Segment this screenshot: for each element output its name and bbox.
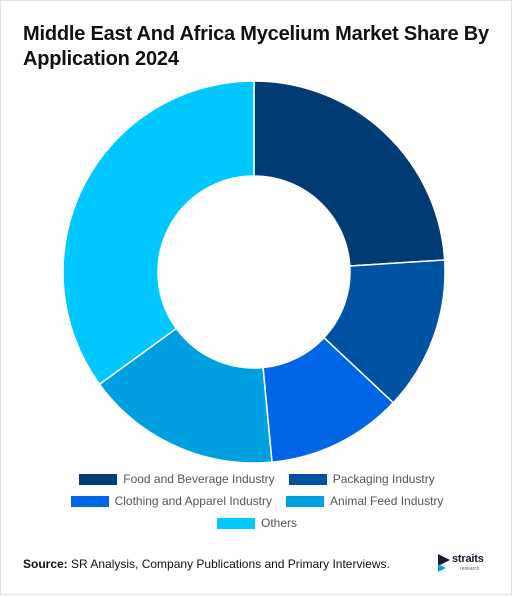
legend-row-2: Clothing and Apparel Industry Animal Fee… xyxy=(0,494,514,508)
source-note: Source: SR Analysis, Company Publication… xyxy=(23,557,390,571)
logo-brand: straits xyxy=(452,553,484,565)
chart-title: Middle East And Africa Mycelium Market S… xyxy=(23,23,489,70)
legend: Food and Beverage Industry Packaging Ind… xyxy=(0,472,514,538)
logo-sub: research xyxy=(460,566,480,572)
legend-swatch xyxy=(216,517,255,529)
legend-label: Others xyxy=(260,516,297,530)
legend-item-clothing-and-apparel[interactable]: Clothing and Apparel Industry xyxy=(70,494,273,508)
logo-mark-icon xyxy=(438,554,450,572)
source-text: SR Analysis, Company Publications and Pr… xyxy=(67,557,390,571)
legend-label: Food and Beverage Industry xyxy=(123,472,275,486)
legend-label: Animal Feed Industry xyxy=(330,494,444,508)
legend-swatch xyxy=(70,495,109,507)
straits-research-logo: straits research xyxy=(436,552,496,576)
legend-item-packaging[interactable]: Packaging Industry xyxy=(288,472,435,486)
slice-animal-feed-industry[interactable] xyxy=(98,327,273,464)
legend-swatch xyxy=(79,473,118,485)
legend-item-others[interactable]: Others xyxy=(216,516,297,530)
legend-swatch xyxy=(288,473,327,485)
legend-item-food-and-beverage[interactable]: Food and Beverage Industry xyxy=(79,472,275,486)
legend-label: Clothing and Apparel Industry xyxy=(114,494,273,508)
legend-swatch xyxy=(286,495,325,507)
slice-food-and-beverage-industry[interactable] xyxy=(253,80,446,267)
legend-row-3: Others xyxy=(0,516,514,530)
legend-item-animal-feed[interactable]: Animal Feed Industry xyxy=(286,494,443,508)
slice-others[interactable] xyxy=(62,80,255,386)
source-label: Source: xyxy=(23,557,68,571)
legend-label: Packaging Industry xyxy=(332,472,435,486)
legend-row-1: Food and Beverage Industry Packaging Ind… xyxy=(0,472,514,486)
